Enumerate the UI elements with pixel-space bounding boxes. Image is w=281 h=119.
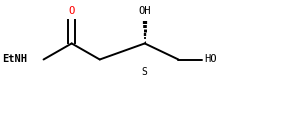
Text: OH: OH bbox=[139, 6, 151, 16]
Text: HO: HO bbox=[205, 55, 217, 64]
Text: O: O bbox=[69, 6, 75, 16]
Text: S: S bbox=[142, 67, 148, 77]
Text: EtNH: EtNH bbox=[2, 55, 27, 64]
